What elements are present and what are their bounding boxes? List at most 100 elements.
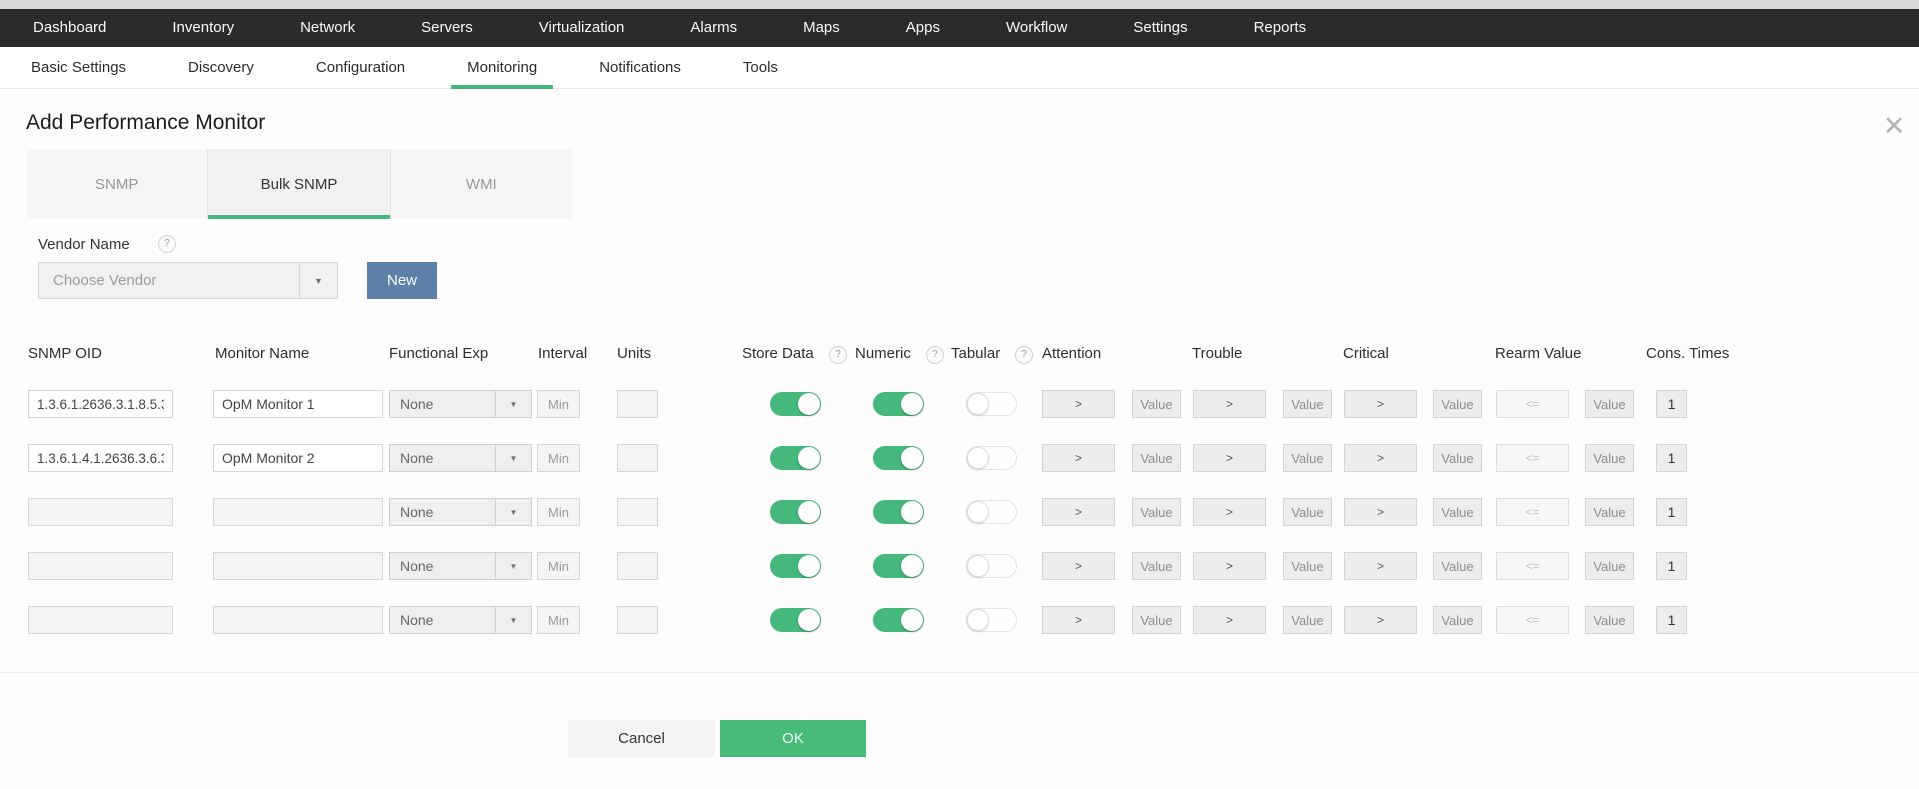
store-data-toggle[interactable] [770, 446, 821, 470]
cons-times-input[interactable] [1656, 552, 1687, 580]
functional-exp-select[interactable]: None ▼ [389, 498, 532, 526]
tabular-toggle[interactable] [966, 500, 1017, 524]
critical-operator-select[interactable]: > [1344, 552, 1417, 580]
trouble-operator-select[interactable]: > [1193, 498, 1266, 526]
interval-input[interactable] [537, 390, 580, 418]
monitor-name-input[interactable] [213, 606, 383, 634]
cancel-button[interactable]: Cancel [568, 720, 715, 757]
attention-value-input[interactable] [1132, 552, 1181, 580]
attention-value-input[interactable] [1132, 444, 1181, 472]
store-data-toggle[interactable] [770, 500, 821, 524]
critical-operator-select[interactable]: > [1344, 498, 1417, 526]
critical-value-input[interactable] [1433, 606, 1482, 634]
rearm-value-input[interactable] [1585, 444, 1634, 472]
nav-item-alarms[interactable]: Alarms [690, 19, 738, 36]
nav-item-maps[interactable]: Maps [803, 19, 840, 36]
functional-exp-select[interactable]: None ▼ [389, 390, 532, 418]
cons-times-input[interactable] [1656, 498, 1687, 526]
units-input[interactable] [617, 444, 658, 472]
cons-times-input[interactable] [1656, 390, 1687, 418]
attention-value-input[interactable] [1132, 498, 1181, 526]
nav-item-virtualization[interactable]: Virtualization [538, 19, 625, 36]
critical-operator-select[interactable]: > [1344, 606, 1417, 634]
critical-value-input[interactable] [1433, 498, 1482, 526]
attention-operator-select[interactable]: > [1042, 552, 1115, 580]
subnav-item-notifications[interactable]: Notifications [599, 59, 681, 76]
snmp-oid-input[interactable] [28, 444, 173, 472]
nav-item-dashboard[interactable]: Dashboard [33, 19, 107, 36]
nav-item-reports[interactable]: Reports [1253, 19, 1307, 36]
rearm-value-input[interactable] [1585, 390, 1634, 418]
rearm-operator-select[interactable]: <= [1496, 552, 1569, 580]
ok-button[interactable]: OK [720, 720, 866, 757]
trouble-value-input[interactable] [1283, 444, 1332, 472]
snmp-oid-input[interactable] [28, 552, 173, 580]
trouble-operator-select[interactable]: > [1193, 552, 1266, 580]
numeric-toggle[interactable] [873, 392, 924, 416]
nav-item-inventory[interactable]: Inventory [172, 19, 235, 36]
rearm-value-input[interactable] [1585, 606, 1634, 634]
critical-value-input[interactable] [1433, 444, 1482, 472]
snmp-oid-input[interactable] [28, 606, 173, 634]
tab-wmi[interactable]: WMI [465, 175, 497, 193]
store-data-toggle[interactable] [770, 554, 821, 578]
trouble-value-input[interactable] [1283, 606, 1332, 634]
trouble-operator-select[interactable]: > [1193, 390, 1266, 418]
rearm-operator-select[interactable]: <= [1496, 498, 1569, 526]
nav-item-apps[interactable]: Apps [905, 19, 940, 36]
monitor-name-input[interactable] [213, 444, 383, 472]
critical-operator-select[interactable]: > [1344, 444, 1417, 472]
attention-operator-select[interactable]: > [1042, 390, 1115, 418]
numeric-toggle[interactable] [873, 500, 924, 524]
units-input[interactable] [617, 552, 658, 580]
critical-operator-select[interactable]: > [1344, 390, 1417, 418]
subnav-item-basic-settings[interactable]: Basic Settings [31, 59, 127, 76]
trouble-operator-select[interactable]: > [1193, 444, 1266, 472]
rearm-operator-select[interactable]: <= [1496, 444, 1569, 472]
functional-exp-select[interactable]: None ▼ [389, 552, 532, 580]
cons-times-input[interactable] [1656, 444, 1687, 472]
units-input[interactable] [617, 606, 658, 634]
numeric-toggle[interactable] [873, 554, 924, 578]
monitor-name-input[interactable] [213, 552, 383, 580]
vendor-help-icon[interactable]: ? [158, 235, 176, 253]
attention-operator-select[interactable]: > [1042, 444, 1115, 472]
units-input[interactable] [617, 390, 658, 418]
tabular-help-icon[interactable]: ? [1015, 346, 1033, 364]
functional-exp-select[interactable]: None ▼ [389, 444, 532, 472]
tabular-toggle[interactable] [966, 446, 1017, 470]
interval-input[interactable] [537, 498, 580, 526]
attention-value-input[interactable] [1132, 390, 1181, 418]
interval-input[interactable] [537, 606, 580, 634]
interval-input[interactable] [537, 444, 580, 472]
nav-item-network[interactable]: Network [300, 19, 356, 36]
numeric-toggle[interactable] [873, 446, 924, 470]
store-data-toggle[interactable] [770, 608, 821, 632]
cons-times-input[interactable] [1656, 606, 1687, 634]
tabular-toggle[interactable] [966, 392, 1017, 416]
snmp-oid-input[interactable] [28, 390, 173, 418]
trouble-operator-select[interactable]: > [1193, 606, 1266, 634]
close-icon[interactable]: ✕ [1882, 110, 1906, 141]
new-vendor-button[interactable]: New [367, 262, 437, 299]
store-data-help-icon[interactable]: ? [829, 346, 847, 364]
attention-operator-select[interactable]: > [1042, 498, 1115, 526]
tabular-toggle[interactable] [966, 554, 1017, 578]
nav-item-servers[interactable]: Servers [421, 19, 473, 36]
rearm-value-input[interactable] [1585, 552, 1634, 580]
functional-exp-select[interactable]: None ▼ [389, 606, 532, 634]
tab-snmp[interactable]: SNMP [26, 149, 209, 219]
nav-item-settings[interactable]: Settings [1133, 19, 1188, 36]
attention-operator-select[interactable]: > [1042, 606, 1115, 634]
numeric-toggle[interactable] [873, 608, 924, 632]
monitor-name-input[interactable] [213, 498, 383, 526]
rearm-value-input[interactable] [1585, 498, 1634, 526]
interval-input[interactable] [537, 552, 580, 580]
subnav-item-monitoring[interactable]: Monitoring [436, 47, 568, 89]
choose-vendor-select[interactable]: Choose Vendor ▼ [38, 262, 338, 299]
subnav-item-discovery[interactable]: Discovery [188, 59, 254, 76]
rearm-operator-select[interactable]: <= [1496, 390, 1569, 418]
rearm-operator-select[interactable]: <= [1496, 606, 1569, 634]
store-data-toggle[interactable] [770, 392, 821, 416]
snmp-oid-input[interactable] [28, 498, 173, 526]
